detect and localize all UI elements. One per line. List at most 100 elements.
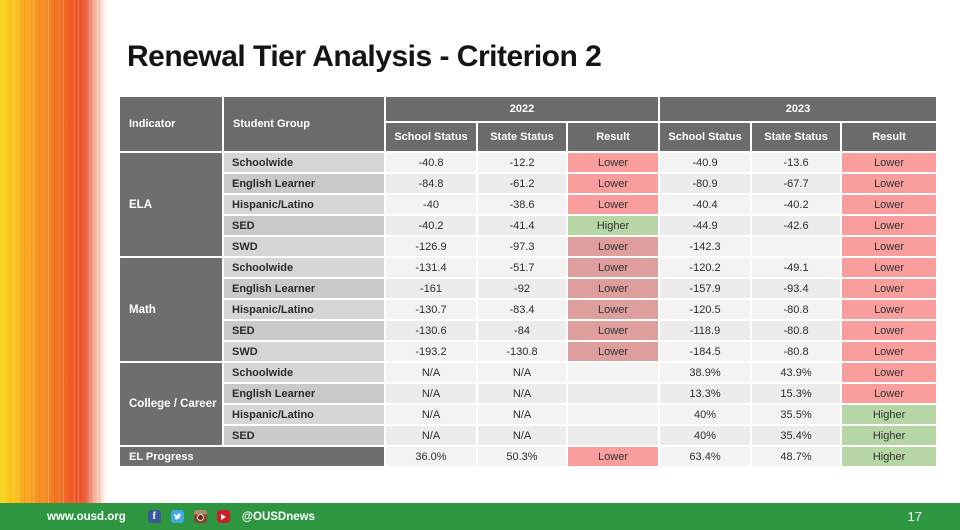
value-cell: -130.6 (386, 321, 476, 340)
result-cell (568, 405, 659, 424)
year-header-2023: 2023 (660, 97, 937, 121)
result-cell: Lower (842, 363, 937, 382)
result-cell: Lower (568, 153, 659, 172)
value-cell: -130.8 (478, 342, 566, 361)
student-group-cell: SWD (224, 342, 384, 361)
value-cell: -157.9 (660, 279, 751, 298)
result-cell: Lower (842, 384, 937, 403)
value-cell: -193.2 (386, 342, 476, 361)
value-cell: -12.2 (478, 153, 566, 172)
student-group-cell: Schoolwide (224, 153, 384, 172)
table-row: SWD -126.9 -97.3 Lower -142.3 Lower (120, 237, 937, 256)
indicator-cell-ela: ELA (120, 153, 222, 256)
value-cell: -80.8 (752, 321, 841, 340)
table-row: SED N/A N/A 40% 35.4% Higher (120, 426, 937, 445)
value-cell: -13.6 (752, 153, 841, 172)
result-cell: Higher (568, 216, 659, 235)
table-row: Hispanic/Latino N/A N/A 40% 35.5% Higher (120, 405, 937, 424)
value-cell: -84.8 (386, 174, 476, 193)
value-cell: -161 (386, 279, 476, 298)
footer-bar: www.ousd.org @OUSDnews 17 (0, 503, 960, 530)
result-cell: Lower (568, 195, 659, 214)
youtube-icon (216, 510, 230, 523)
col-header-result-2022: Result (568, 123, 659, 151)
table-row-el-progress: EL Progress 36.0% 50.3% Lower 63.4% 48.7… (120, 447, 937, 466)
result-cell (568, 426, 659, 445)
result-cell: Lower (842, 195, 937, 214)
facebook-icon (147, 510, 161, 523)
value-cell: 35.4% (752, 426, 841, 445)
student-group-cell: SWD (224, 237, 384, 256)
value-cell: N/A (386, 363, 476, 382)
student-group-cell: Hispanic/Latino (224, 405, 384, 424)
value-cell: -97.3 (478, 237, 566, 256)
result-cell: Lower (568, 174, 659, 193)
col-header-state-status-2022: State Status (478, 123, 566, 151)
result-cell: Higher (842, 426, 937, 445)
result-cell: Lower (842, 342, 937, 361)
col-header-result-2023: Result (842, 123, 937, 151)
value-cell: 48.7% (752, 447, 841, 466)
table-row: English Learner N/A N/A 13.3% 15.3% Lowe… (120, 384, 937, 403)
result-cell: Higher (842, 447, 937, 466)
value-cell: 35.5% (752, 405, 841, 424)
value-cell: -41.4 (478, 216, 566, 235)
result-cell: Lower (568, 321, 659, 340)
value-cell: -49.1 (752, 258, 841, 277)
table-row: English Learner -84.8 -61.2 Lower -80.9 … (120, 174, 937, 193)
value-cell: -40 (386, 195, 476, 214)
table-row: SWD -193.2 -130.8 Lower -184.5 -80.8 Low… (120, 342, 937, 361)
value-cell: -80.8 (752, 342, 841, 361)
table-row: English Learner -161 -92 Lower -157.9 -9… (120, 279, 937, 298)
value-cell: 50.3% (478, 447, 566, 466)
value-cell: N/A (478, 363, 566, 382)
value-cell: -184.5 (660, 342, 751, 361)
table-row: College / Career Schoolwide N/A N/A 38.9… (120, 363, 937, 445)
indicator-cell-college-career: College / Career (120, 363, 222, 445)
table-row: Hispanic/Latino -40 -38.6 Lower -40.4 -4… (120, 195, 937, 214)
value-cell: N/A (386, 405, 476, 424)
value-cell: -40.4 (660, 195, 751, 214)
table-header-row-years: Indicator Student Group 2022 2023 (120, 97, 937, 151)
student-group-cell: English Learner (224, 384, 384, 403)
value-cell: -40.9 (660, 153, 751, 172)
result-cell: Lower (842, 237, 937, 256)
page-title: Renewal Tier Analysis - Criterion 2 (127, 40, 602, 73)
value-cell: -40.8 (386, 153, 476, 172)
table-row: Hispanic/Latino -130.7 -83.4 Lower -120.… (120, 300, 937, 319)
table-header-row-columns: School Status State Status Result School… (120, 123, 937, 151)
result-cell (568, 363, 659, 382)
student-group-cell: Schoolwide (224, 363, 384, 382)
col-header-indicator: Indicator (120, 97, 222, 151)
result-cell: Lower (842, 174, 937, 193)
result-cell: Lower (568, 342, 659, 361)
value-cell: -142.3 (660, 237, 751, 256)
table-row: SED -40.2 -41.4 Higher -44.9 -42.6 Lower (120, 216, 937, 235)
watercolor-strip (0, 0, 108, 503)
student-group-cell: SED (224, 426, 384, 445)
value-cell: -118.9 (660, 321, 751, 340)
result-cell: Lower (842, 300, 937, 319)
instagram-icon (193, 510, 207, 523)
indicator-cell-el-progress: EL Progress (120, 447, 384, 466)
col-header-student-group: Student Group (224, 97, 384, 151)
value-cell: -80.8 (752, 300, 841, 319)
value-cell: N/A (478, 426, 566, 445)
value-cell: 36.0% (386, 447, 476, 466)
value-cell: -93.4 (752, 279, 841, 298)
result-cell: Lower (568, 279, 659, 298)
table-row: ELA Schoolwide -40.8 -12.2 Lower -40.9 -… (120, 153, 937, 256)
value-cell: N/A (478, 405, 566, 424)
year-header-2022: 2022 (386, 97, 659, 121)
value-cell: -130.7 (386, 300, 476, 319)
value-cell: 40% (660, 426, 751, 445)
value-cell: -131.4 (386, 258, 476, 277)
col-header-state-status-2023: State Status (752, 123, 841, 151)
result-cell: Lower (842, 216, 937, 235)
footer-website: www.ousd.org (47, 510, 126, 523)
student-group-cell: Hispanic/Latino (224, 195, 384, 214)
value-cell: -120.2 (660, 258, 751, 277)
twitter-icon (170, 510, 184, 523)
result-cell: Lower (568, 447, 659, 466)
